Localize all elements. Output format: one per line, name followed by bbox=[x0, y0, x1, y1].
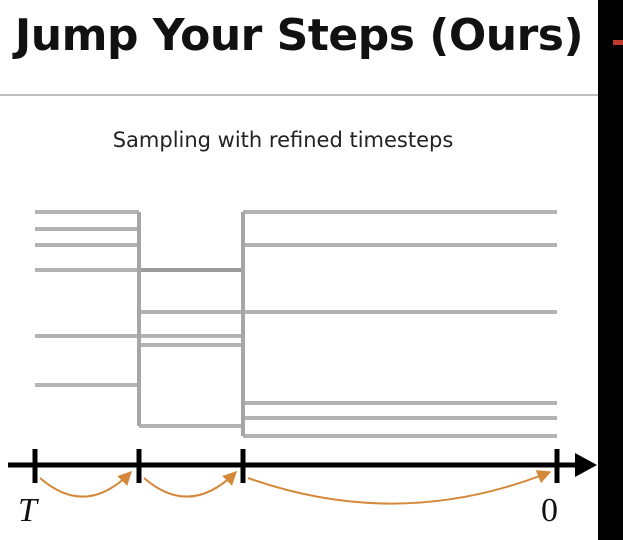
jump-arrows bbox=[39, 470, 552, 505]
title-divider bbox=[0, 94, 598, 96]
slide-title: Jump Your Steps (Ours) bbox=[14, 10, 584, 61]
jump-arrow-2 bbox=[143, 471, 237, 498]
interval-lines bbox=[35, 210, 557, 438]
jump-arrow-1 bbox=[39, 470, 132, 498]
diagram-subtitle: Sampling with refined timesteps bbox=[112, 128, 454, 152]
axis-end-label: 0 bbox=[541, 492, 558, 529]
window-edge-strip bbox=[598, 0, 623, 540]
jump-verticals bbox=[137, 212, 245, 436]
axis-start-label: T bbox=[18, 492, 37, 529]
jump-arrow-3 bbox=[247, 470, 552, 505]
time-axis-arrowhead bbox=[575, 453, 597, 477]
window-edge-marker bbox=[613, 40, 623, 45]
time-axis bbox=[8, 449, 597, 483]
